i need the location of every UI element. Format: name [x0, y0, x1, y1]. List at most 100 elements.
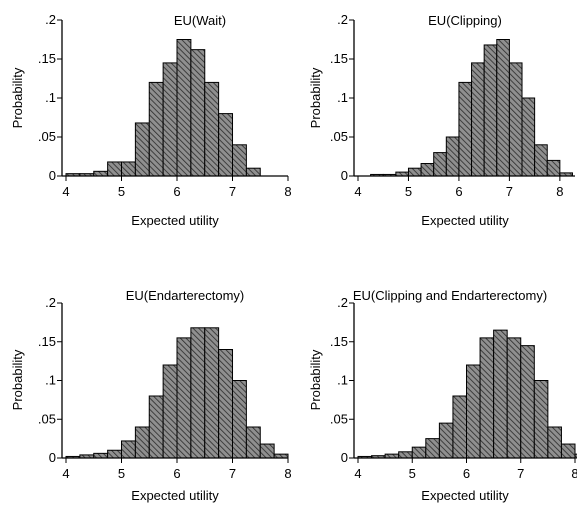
histogram-bar — [93, 452, 109, 459]
x-tick-label: 5 — [409, 466, 416, 481]
histogram-bar — [411, 446, 427, 459]
chart-title: EU(Wait) — [174, 13, 226, 28]
y-tick-label: .1 — [337, 373, 348, 388]
x-tick-label: 6 — [463, 466, 470, 481]
histogram-bar — [420, 163, 435, 177]
histogram-bar — [190, 327, 206, 459]
axes: 0 .05 .1 .15 .2 4 5 6 7 8 — [38, 12, 292, 199]
x-tick-label: 7 — [517, 466, 524, 481]
histogram-bar — [218, 113, 234, 177]
x-tick-label: 7 — [229, 184, 236, 199]
histogram-bar — [506, 337, 522, 459]
y-axis-label: Probability — [308, 349, 323, 410]
histogram-bar — [574, 453, 577, 459]
x-tick-label: 4 — [354, 184, 361, 199]
x-tick-label: 6 — [173, 184, 180, 199]
histogram-bar — [425, 438, 440, 459]
y-tick-label: .2 — [45, 12, 56, 27]
bars — [357, 329, 577, 459]
y-tick-label: 0 — [341, 450, 348, 465]
x-axis-label: Expected utility — [421, 213, 509, 228]
x-tick-label: 6 — [173, 466, 180, 481]
x-tick-label: 5 — [118, 466, 125, 481]
histogram-bar — [534, 144, 548, 177]
histogram-bar — [445, 136, 460, 177]
y-tick-label: 0 — [341, 168, 348, 183]
x-tick-label: 7 — [229, 466, 236, 481]
histogram-bar — [560, 443, 576, 459]
histogram-bar — [121, 440, 136, 459]
y-tick-label: .1 — [45, 373, 56, 388]
y-axis-label: Probability — [10, 349, 25, 410]
panel-eu-clipping: EU(Clipping) Probability Expected utilit… — [308, 12, 575, 228]
y-tick-label: .05 — [330, 411, 348, 426]
histogram-bar — [204, 327, 220, 459]
y-tick-label: .15 — [330, 334, 348, 349]
histogram-bar — [162, 364, 178, 459]
x-tick-label: 8 — [571, 466, 577, 481]
histogram-bar — [521, 97, 536, 177]
chart-title: EU(Clipping and Endarterectomy) — [353, 288, 547, 303]
y-tick-label: .2 — [45, 295, 56, 310]
y-tick-label: .2 — [337, 12, 348, 27]
panel-eu-endarterectomy: EU(Endarterectomy) Probability Expected … — [10, 288, 292, 503]
histogram-bar — [533, 380, 549, 459]
histogram-bar — [107, 449, 123, 459]
y-tick-label: .05 — [38, 129, 56, 144]
y-tick-label: .05 — [38, 411, 56, 426]
x-tick-label: 8 — [284, 466, 291, 481]
histogram-bar — [204, 81, 220, 177]
x-tick-label: 5 — [405, 184, 412, 199]
x-tick-label: 7 — [506, 184, 513, 199]
bars — [65, 39, 261, 177]
histogram-bar — [471, 62, 485, 177]
y-tick-label: .2 — [337, 295, 348, 310]
histogram-bar — [466, 364, 481, 459]
histogram-bar — [245, 426, 261, 459]
histogram-bar — [134, 122, 150, 177]
y-tick-label: .15 — [38, 51, 56, 66]
histogram-bar — [176, 337, 192, 459]
histogram-bar — [134, 426, 150, 459]
x-tick-label: 6 — [455, 184, 462, 199]
x-tick-label: 4 — [62, 184, 69, 199]
bars — [370, 39, 573, 177]
histogram-bar — [493, 329, 508, 459]
histogram-bar — [245, 167, 261, 177]
y-tick-label: .1 — [45, 90, 56, 105]
axes: 0 .05 .1 .15 .2 4 5 6 7 8 — [38, 295, 292, 481]
panel-eu-clipping-and-endarterectomy: EU(Clipping and Endarterectomy) Probabil… — [308, 288, 577, 503]
histogram-bar — [121, 161, 136, 177]
histogram-bar — [483, 44, 498, 177]
histogram-bar — [479, 337, 495, 459]
histogram-bar — [438, 422, 454, 459]
histogram-bar — [107, 161, 123, 177]
histogram-bar — [148, 81, 164, 177]
axes: 0 .05 .1 .15 .2 4 5 6 7 8 — [330, 295, 577, 481]
histogram-bar — [433, 152, 447, 177]
x-axis-label: Expected utility — [131, 213, 219, 228]
y-axis-label: Probability — [10, 67, 25, 128]
bars — [65, 327, 289, 459]
histogram-bar — [496, 39, 510, 177]
x-tick-label: 4 — [62, 466, 69, 481]
x-tick-label: 5 — [118, 184, 125, 199]
histogram-bar — [232, 380, 247, 459]
x-tick-label: 4 — [354, 466, 361, 481]
x-axis-label: Expected utility — [421, 488, 509, 503]
histogram-bar — [232, 144, 247, 177]
chart-title: EU(Endarterectomy) — [126, 288, 244, 303]
y-tick-label: 0 — [49, 450, 56, 465]
histogram-bar — [508, 62, 523, 177]
x-axis-label: Expected utility — [131, 488, 219, 503]
panel-eu-wait: EU(Wait) Probability Expected utility 0.… — [10, 12, 292, 228]
y-axis-label: Probability — [308, 67, 323, 128]
histogram-bar — [398, 451, 413, 459]
histogram-bar — [520, 345, 535, 459]
histogram-bar — [190, 49, 206, 177]
histogram-bar — [93, 170, 109, 177]
histogram-bar — [259, 443, 275, 459]
y-tick-label: .15 — [330, 51, 348, 66]
histogram-bar — [218, 349, 234, 459]
histogram-bar — [407, 167, 422, 177]
